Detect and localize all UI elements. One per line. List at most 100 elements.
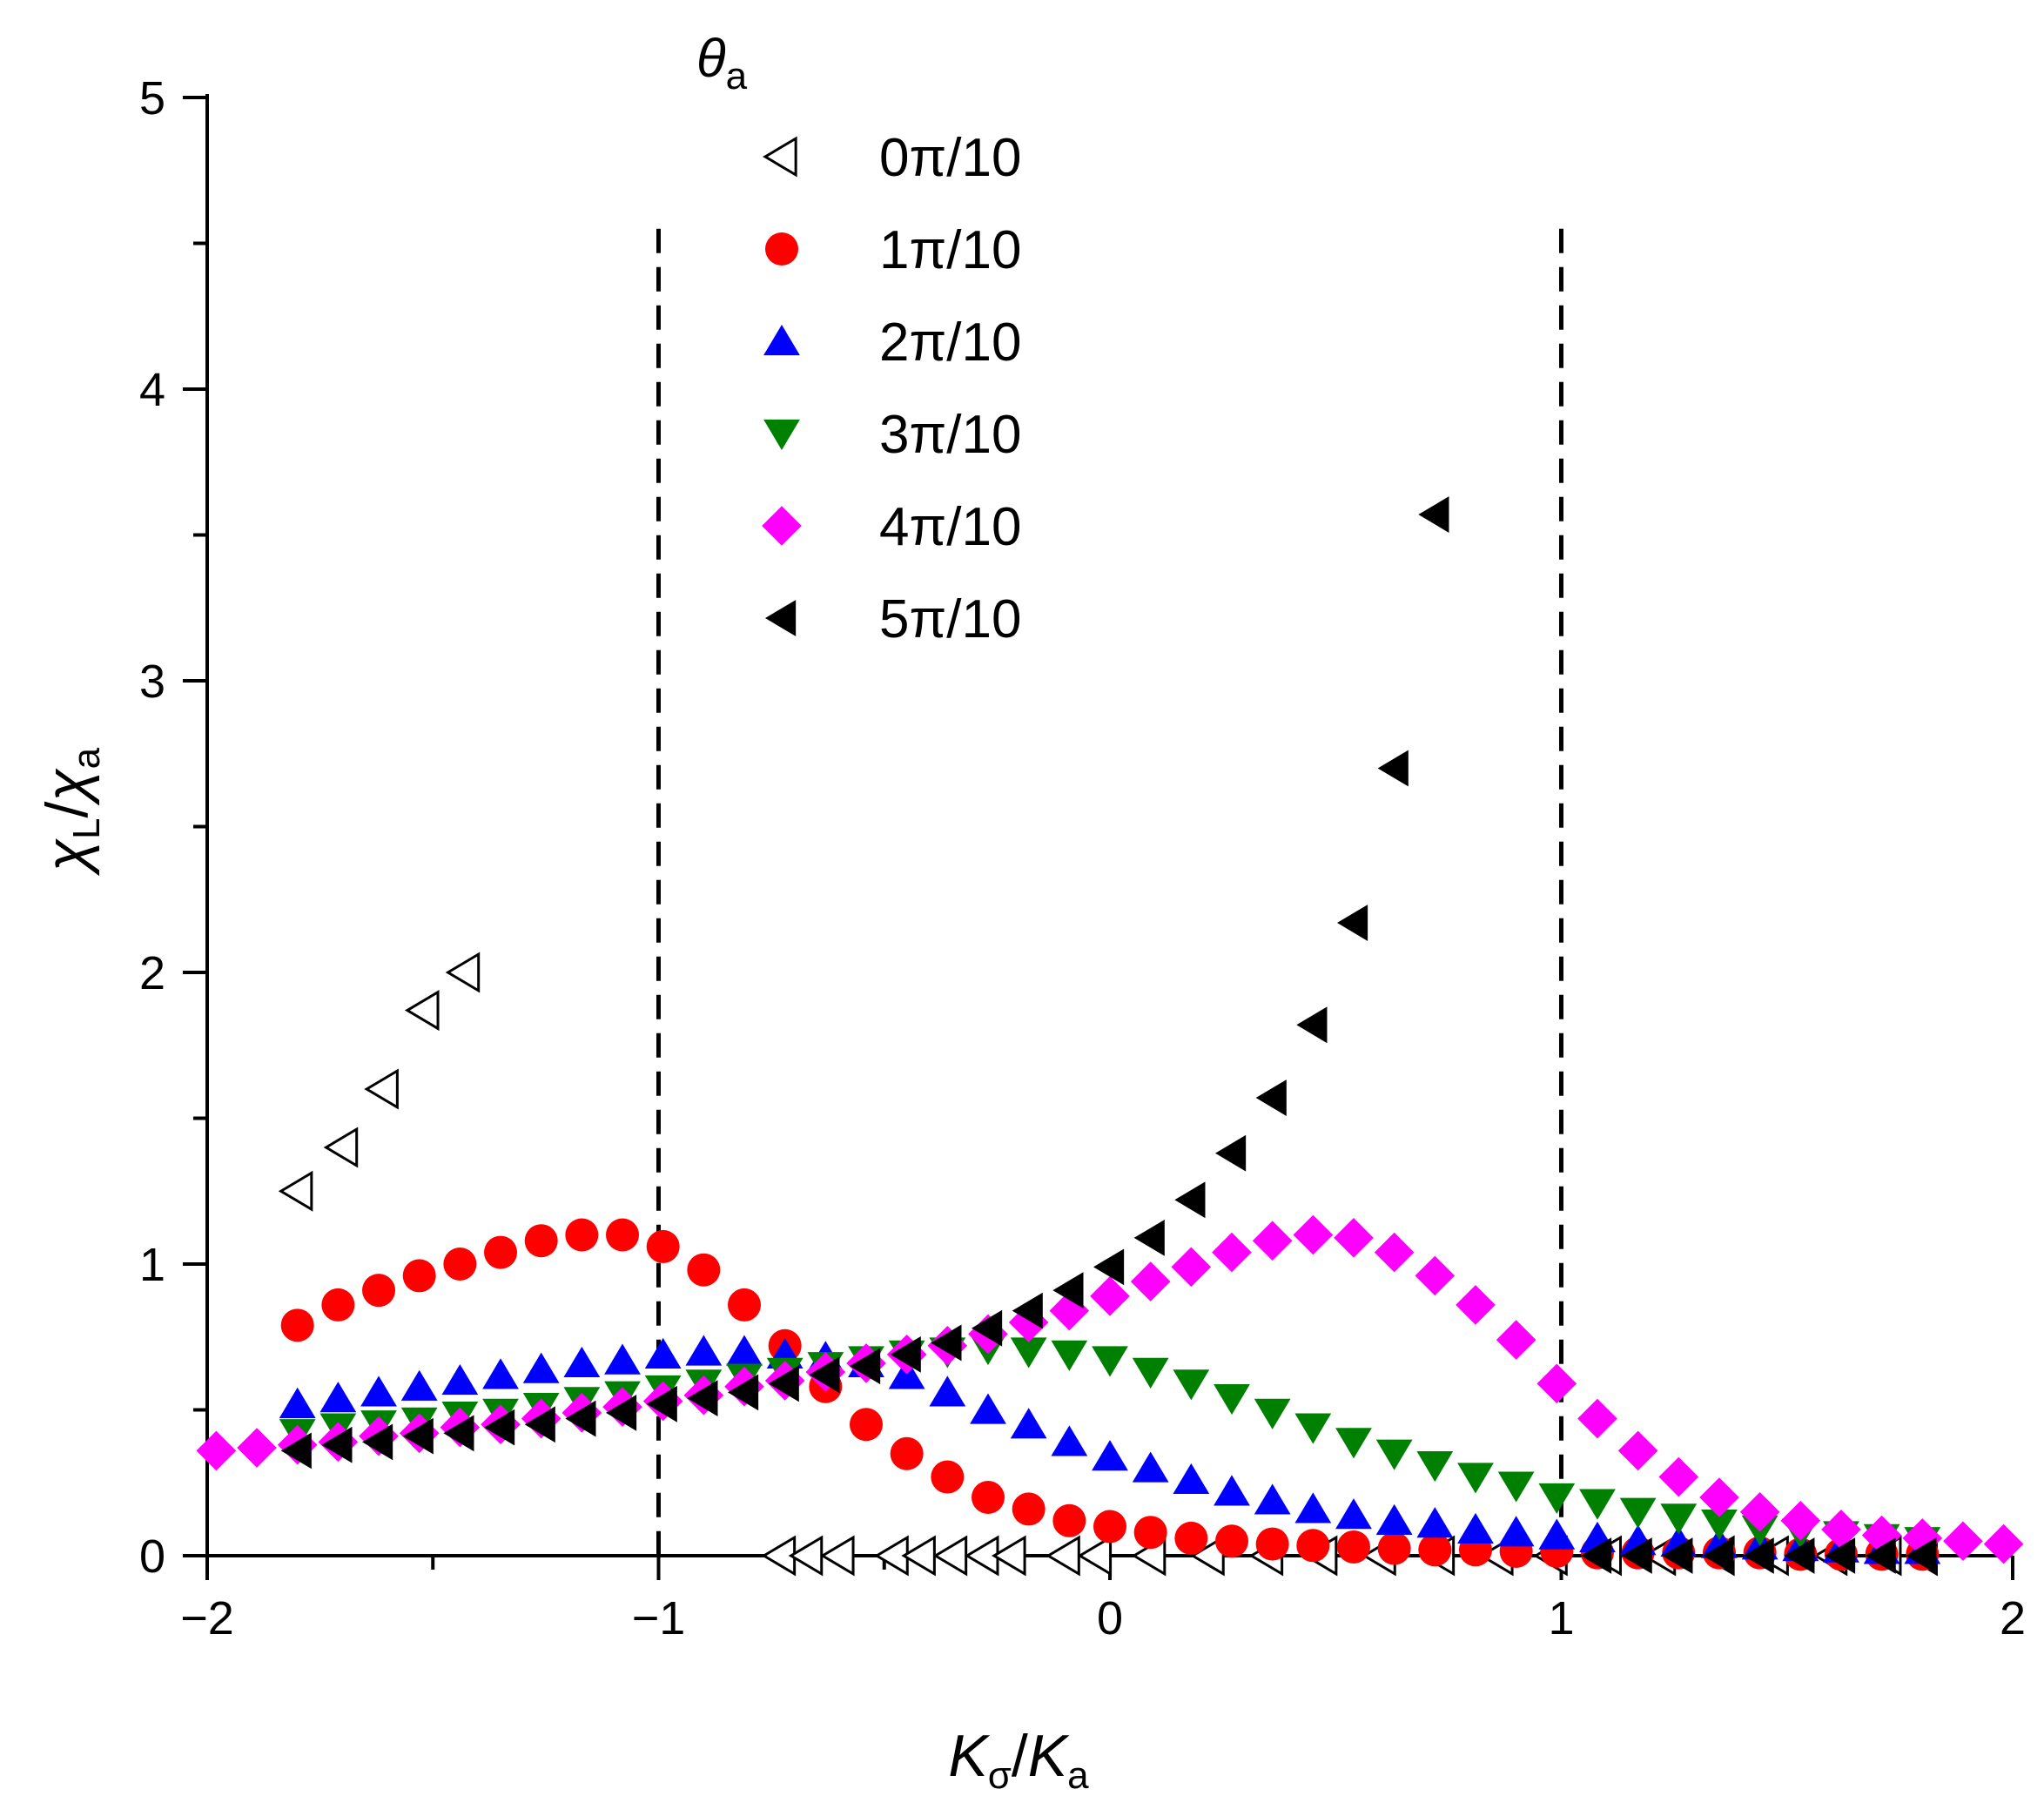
data-point: [1784, 1537, 1815, 1574]
data-point: [360, 1375, 397, 1407]
data-point: [1077, 1535, 1113, 1577]
data-point: [728, 1288, 762, 1322]
data-point: [237, 1428, 277, 1468]
data-point: [280, 1308, 314, 1342]
data-point: [1658, 1456, 1699, 1497]
data-point: [1214, 1524, 1248, 1558]
data-point: [1012, 1292, 1043, 1329]
x-tick-label: −1: [632, 1592, 686, 1644]
data-point: [1133, 1219, 1165, 1256]
data-point: [1296, 1529, 1330, 1563]
data-point: [1577, 1398, 1617, 1439]
data-point: [1699, 1477, 1739, 1517]
data-point: [1051, 1425, 1088, 1456]
data-point: [1093, 1510, 1126, 1544]
x-tick-label: 0: [1097, 1592, 1123, 1644]
data-point: [1336, 1530, 1370, 1564]
data-point: [323, 1127, 359, 1168]
data-point: [1662, 1537, 1693, 1574]
y-axis-title: χL/χa: [34, 747, 108, 876]
data-point: [362, 1423, 393, 1461]
legend-marker: [762, 506, 802, 546]
data-point: [196, 1430, 237, 1471]
data-point: [362, 1274, 396, 1308]
data-point: [445, 952, 481, 993]
data-point: [1294, 1492, 1332, 1523]
data-point: [1336, 905, 1368, 941]
data-point: [1375, 1439, 1413, 1470]
data-point: [1046, 1535, 1080, 1577]
data-point: [1743, 1537, 1774, 1574]
data-point: [646, 1385, 677, 1423]
data-point: [565, 1400, 596, 1437]
data-point: [1174, 1181, 1206, 1219]
data-point: [991, 1535, 1026, 1577]
data-point: [1906, 1537, 1937, 1574]
data-point: [1457, 1463, 1494, 1494]
data-point: [972, 1309, 1003, 1347]
data-point: [1415, 1255, 1456, 1296]
x-tick-label: 1: [1548, 1592, 1574, 1644]
data-point: [482, 1358, 519, 1389]
series-5: [280, 496, 1937, 1574]
data-point: [1132, 1451, 1169, 1483]
legend-marker: [765, 600, 797, 636]
data-point: [1456, 1285, 1496, 1325]
data-point: [279, 1387, 316, 1418]
data-point: [1334, 1218, 1374, 1258]
data-point: [1212, 1232, 1252, 1273]
data-point: [364, 1068, 399, 1110]
data-point: [1861, 1515, 1902, 1556]
y-tick-label: 1: [139, 1239, 165, 1291]
data-point: [1702, 1537, 1734, 1574]
data-point: [604, 1343, 641, 1375]
data-point: [1052, 1272, 1084, 1309]
data-point: [1619, 1497, 1657, 1529]
data-points: [196, 496, 2024, 1577]
data-point: [687, 1380, 718, 1416]
data-point: [400, 1369, 438, 1401]
data-point: [1865, 1537, 1896, 1574]
data-point: [321, 1426, 353, 1463]
data-point: [484, 1409, 515, 1446]
data-point: [319, 1382, 357, 1413]
data-point: [972, 1481, 1005, 1514]
data-point: [1580, 1537, 1612, 1574]
data-point: [1130, 1261, 1171, 1301]
data-point: [1254, 1398, 1291, 1429]
data-point: [1093, 1248, 1125, 1286]
legend-label: 5π/10: [879, 589, 1021, 649]
data-point: [1173, 1369, 1210, 1401]
data-point: [1214, 1475, 1250, 1506]
legend-marker: [763, 325, 800, 356]
data-point: [1418, 1533, 1452, 1567]
data-point: [685, 1335, 723, 1366]
data-point: [1375, 1503, 1413, 1535]
data-point: [1092, 1440, 1128, 1471]
data-point: [606, 1218, 640, 1252]
data-point: [644, 1337, 682, 1369]
data-point: [1943, 1521, 1983, 1562]
data-point: [1010, 1337, 1047, 1369]
y-tick-label: 3: [139, 656, 165, 708]
data-point: [1335, 1428, 1372, 1459]
data-point: [1092, 1346, 1128, 1377]
legend-marker: [765, 232, 798, 266]
data-point: [441, 1364, 479, 1396]
data-point: [280, 1432, 312, 1470]
data-point: [1739, 1491, 1780, 1532]
data-point: [1617, 1430, 1658, 1471]
data-point: [565, 1218, 599, 1252]
data-point: [1983, 1523, 2024, 1564]
data-point: [970, 1393, 1006, 1424]
data-point: [768, 1365, 799, 1402]
legend-label: 4π/10: [879, 497, 1021, 557]
data-point: [1821, 1510, 1861, 1550]
data-point: [890, 1335, 921, 1373]
data-point: [1374, 1232, 1415, 1273]
data-point: [646, 1229, 680, 1263]
data-point: [1824, 1537, 1856, 1574]
x-axis-title: Kσ/Ka: [948, 1723, 1089, 1797]
data-point: [1902, 1518, 1943, 1558]
